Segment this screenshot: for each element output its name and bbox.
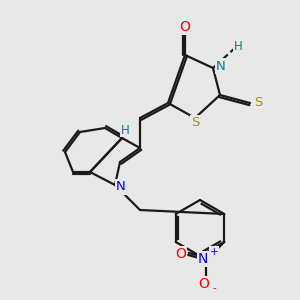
Text: O: O — [180, 20, 190, 34]
Text: -: - — [212, 283, 216, 293]
Text: S: S — [191, 116, 199, 130]
Text: O: O — [175, 247, 186, 261]
Text: N: N — [216, 59, 226, 73]
Text: N: N — [198, 252, 208, 266]
Text: O: O — [198, 277, 209, 291]
Text: H: H — [121, 124, 129, 136]
Text: H: H — [234, 40, 242, 52]
Text: +: + — [210, 247, 219, 257]
Text: S: S — [254, 97, 262, 110]
Text: N: N — [116, 181, 126, 194]
